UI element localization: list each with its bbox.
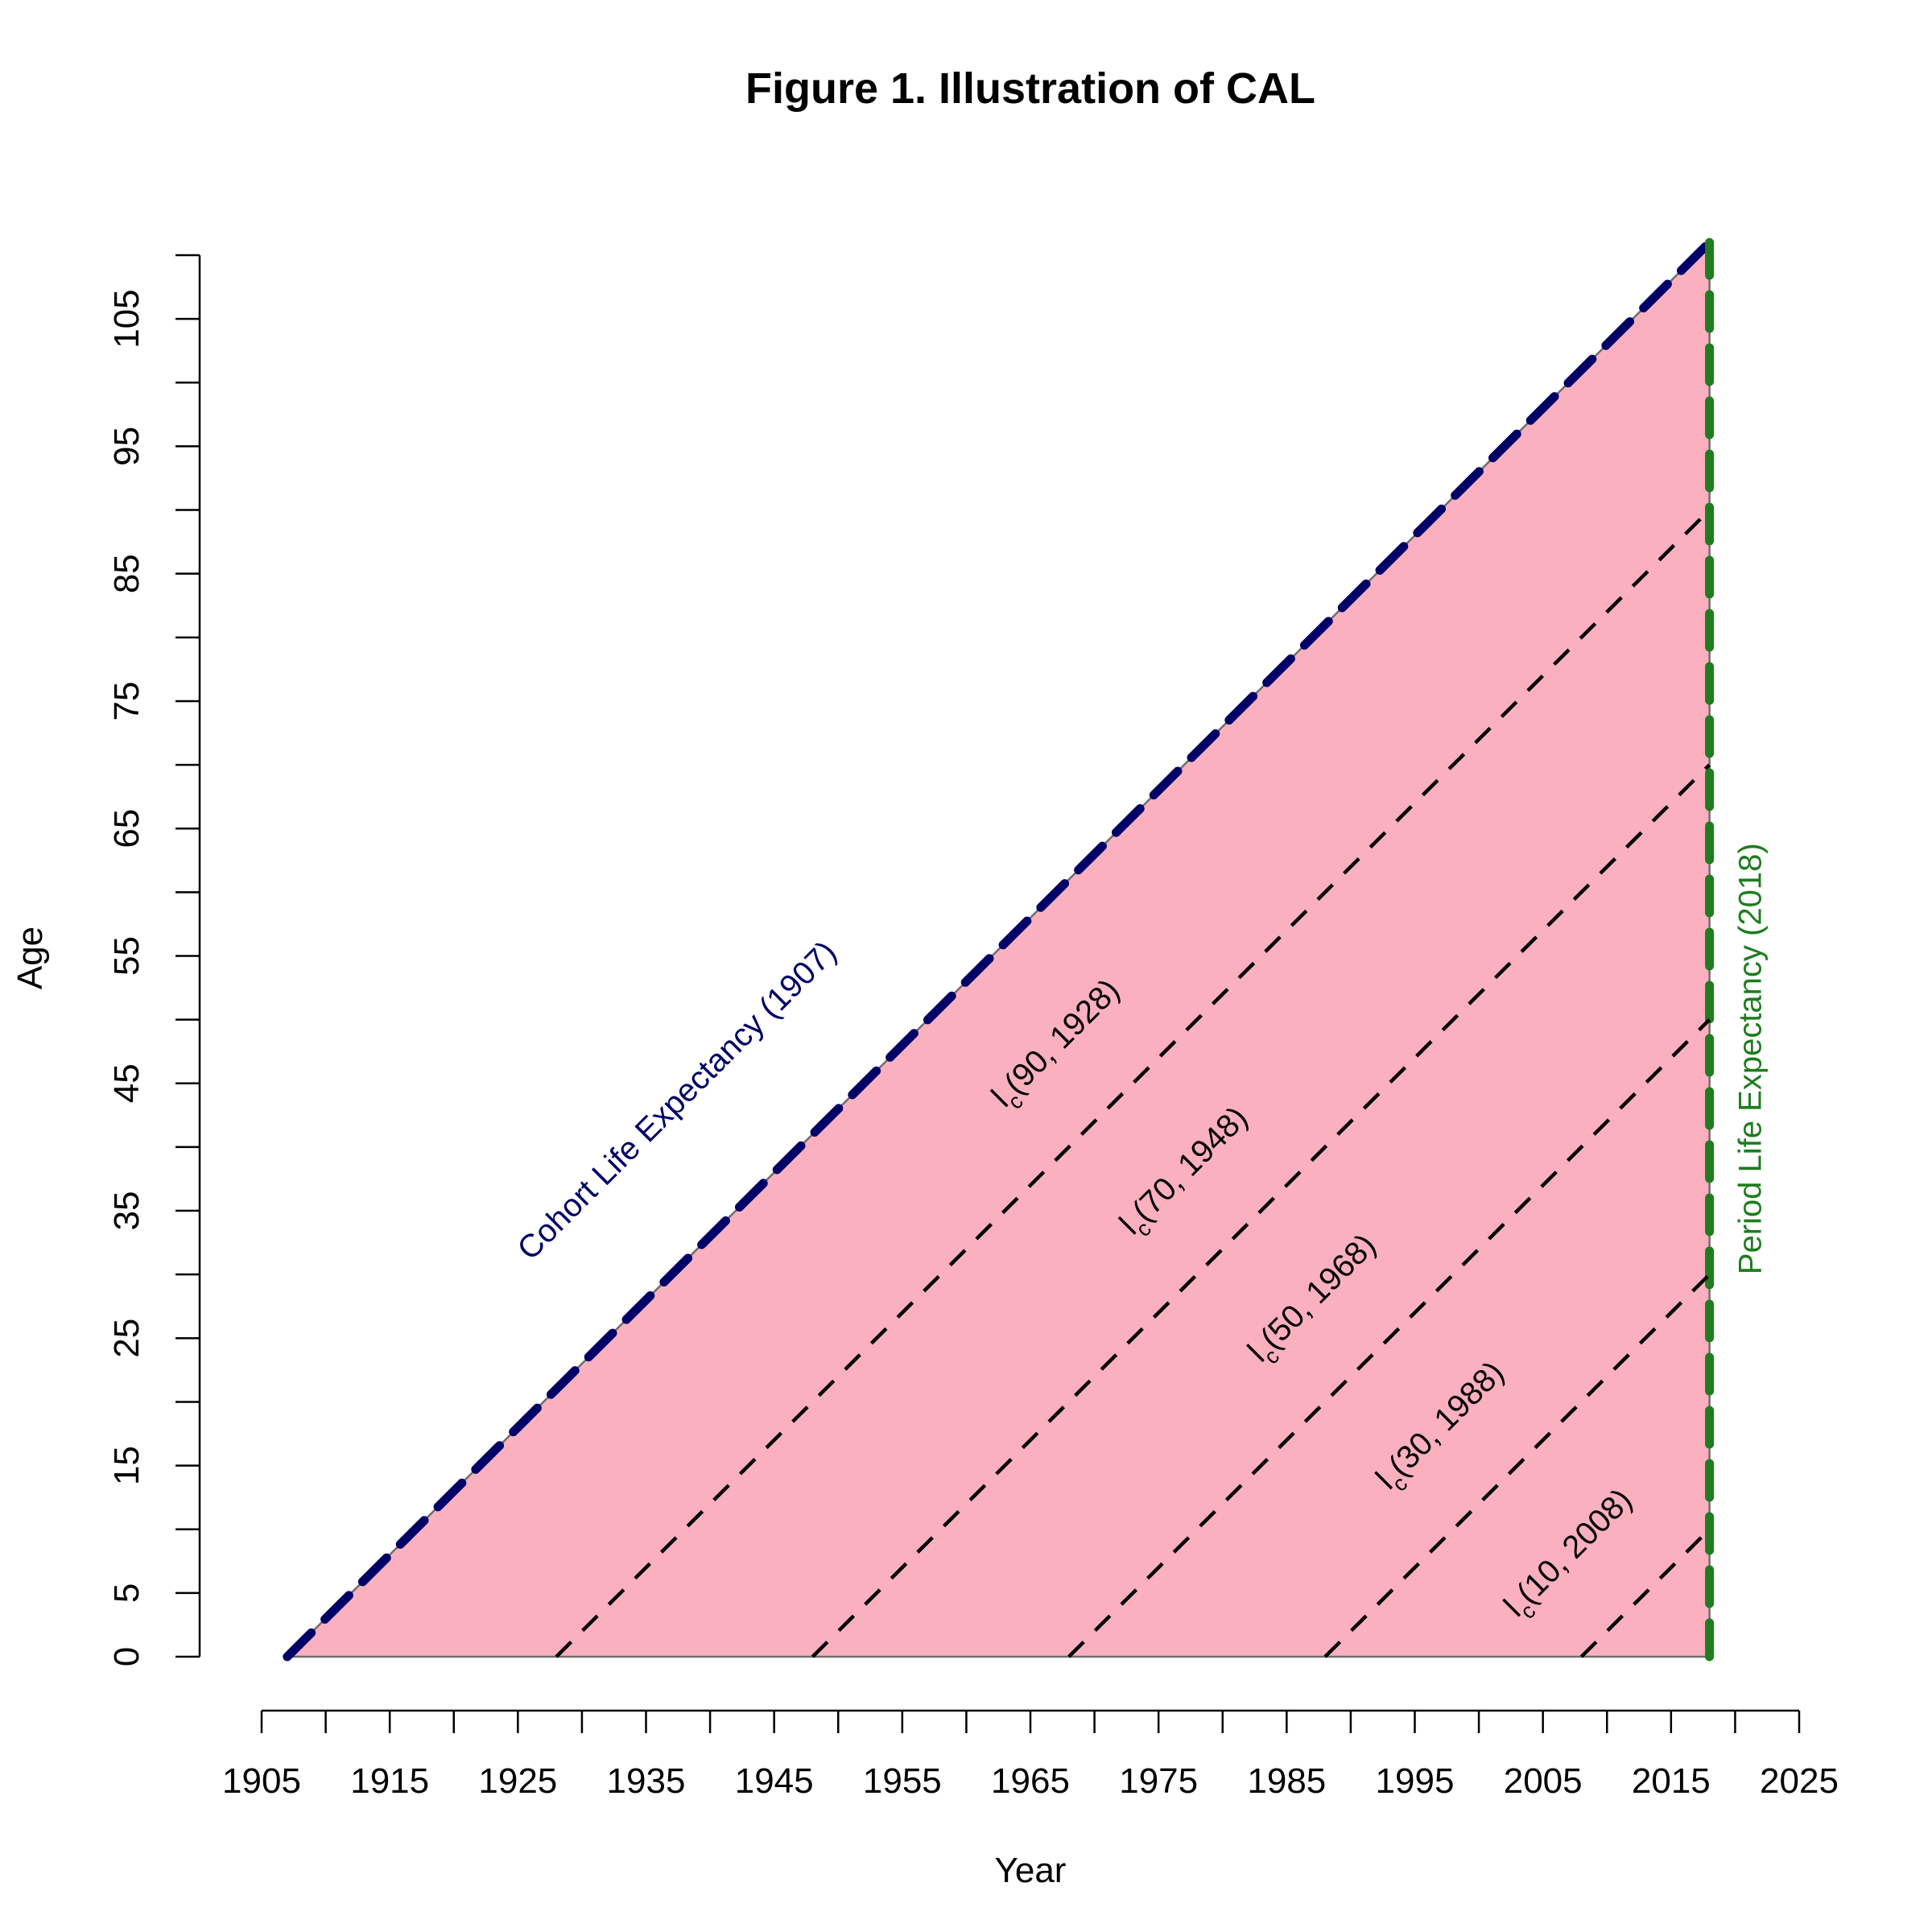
y-tick-label: 55 [107,936,147,976]
x-tick-label: 1965 [991,1761,1070,1801]
y-axis-label: Age [10,927,50,989]
x-axis-label: Year [995,1851,1067,1890]
y-tick-label: 25 [107,1319,147,1358]
plot-area [283,237,1715,1662]
series-line-6 [1323,1273,1711,1658]
series-line-7 [1579,1528,1711,1658]
x-tick-label: 1915 [350,1761,429,1801]
x-tick-label: 1995 [1376,1761,1455,1801]
x-tick-label: 1925 [478,1761,557,1801]
y-tick-label: 75 [107,682,147,721]
chart-title: Figure 1. Illustration of CAL [745,64,1315,113]
series-line-5 [1067,1018,1711,1658]
x-tick-label: 2025 [1760,1761,1839,1801]
y-tick-label: 5 [107,1583,147,1603]
y-tick-label: 35 [107,1191,147,1231]
x-tick-label: 1905 [222,1761,301,1801]
y-tick-label: 45 [107,1063,147,1103]
series-line-4 [811,763,1711,1658]
y-tick-label: 85 [107,554,147,593]
y-tick-label: 105 [107,289,147,348]
y-tick-label: 95 [107,427,147,466]
x-tick-label: 1955 [863,1761,942,1801]
x-tick-label: 1975 [1119,1761,1198,1801]
annotation-label: Period Life Expectancy (2018) [1732,843,1768,1274]
x-tick-label: 2005 [1504,1761,1583,1801]
y-axis: 0 5 15 25 35 45 55 65 75 85 95 105 [107,254,201,1666]
x-tick-label: 1945 [735,1761,814,1801]
y-tick-label: 15 [107,1446,147,1485]
y-tick-label: 0 [107,1647,147,1666]
x-tick-label: 1935 [607,1761,686,1801]
y-tick-label: 65 [107,809,147,848]
series-line-1 [283,237,1715,1662]
x-tick-label: 2015 [1632,1761,1711,1801]
x-tick-label: 1985 [1247,1761,1326,1801]
x-axis: 1905 1915 1925 1935 1945 1955 1965 1975 1985 1995… [222,1709,1839,1801]
series-line-3 [555,508,1711,1658]
